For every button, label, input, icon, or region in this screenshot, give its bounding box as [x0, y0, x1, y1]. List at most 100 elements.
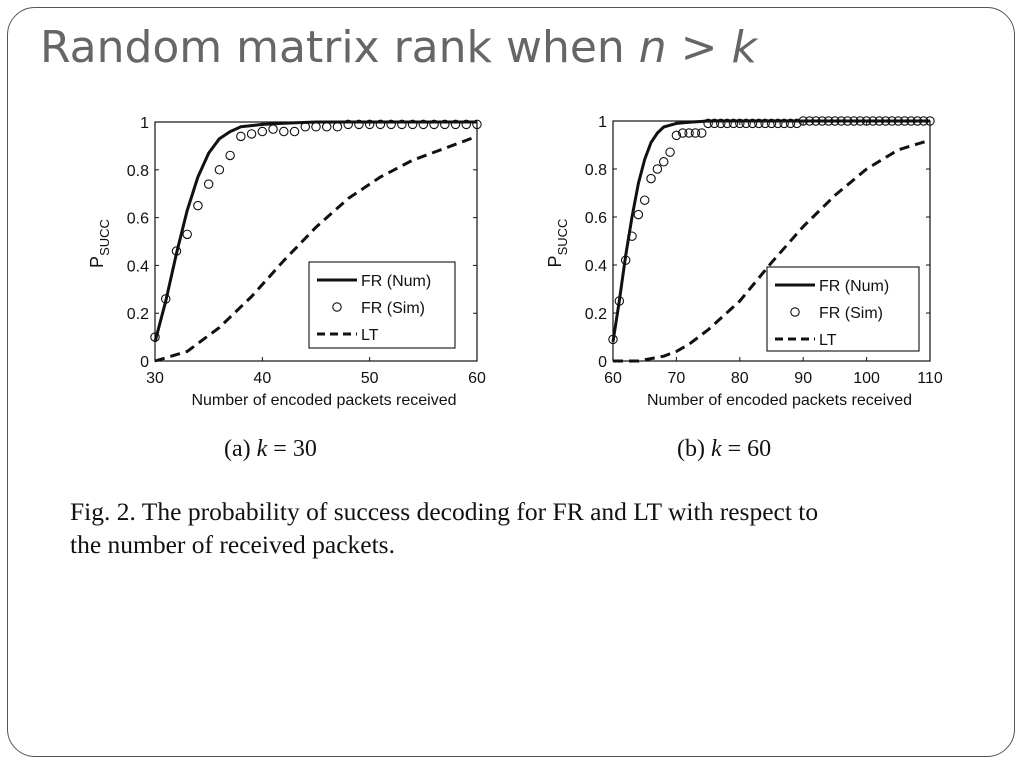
slide-title: Random matrix rank when n > k — [40, 22, 757, 73]
fr-sim-point — [874, 116, 885, 126]
fr-sim-point — [836, 116, 846, 126]
legend-entry-label: FR (Sim) — [819, 305, 883, 322]
y-axis-label: PSUCC — [87, 219, 112, 268]
x-tick-label: 60 — [468, 370, 486, 387]
x-tick-label: 90 — [794, 370, 812, 387]
y-tick-label: 0 — [140, 354, 149, 371]
x-axis-label: Number of encoded packets received — [647, 392, 912, 409]
y-tick-label: 0.6 — [127, 211, 149, 228]
fr-sim-point — [171, 246, 182, 256]
fr-sim-point — [461, 119, 472, 130]
title-gt: > — [666, 22, 732, 73]
y-tick-label: 1 — [598, 114, 607, 131]
y-axis-label-main: P — [545, 255, 565, 267]
y-axis-label-sub: SUCC — [555, 219, 570, 256]
fr-sim-point — [760, 118, 770, 129]
y-axis-label: PSUCC — [545, 219, 570, 268]
fr-sim-point — [257, 126, 268, 137]
fr-sim-point — [472, 119, 482, 130]
title-prefix: Random matrix rank when — [40, 22, 639, 73]
x-tick-label: 70 — [668, 370, 686, 387]
fr-sim-point — [779, 118, 789, 129]
legend-marker-circle — [332, 302, 342, 312]
title-n: n — [638, 22, 667, 73]
legend-entry-label: FR (Sim) — [361, 300, 425, 317]
fr-sim-point — [225, 150, 235, 161]
slide-frame — [7, 7, 1015, 757]
fr-sim-point — [375, 119, 386, 130]
fr-sim-point — [279, 126, 289, 137]
fr-sim-point — [418, 119, 429, 130]
fr-sim-point — [830, 116, 840, 126]
x-tick-label: 110 — [917, 370, 943, 387]
fr-sim-point — [633, 209, 644, 220]
fr-sim-point — [735, 118, 745, 129]
y-tick-label: 0.4 — [127, 258, 149, 275]
fr-sim-point — [811, 116, 821, 126]
fr-sim-point — [741, 118, 751, 129]
x-tick-label: 60 — [604, 370, 622, 387]
fr-sim-point — [804, 116, 815, 126]
figure-caption-line1: Fig. 2. The probability of success decod… — [70, 497, 819, 526]
lt-series-line — [613, 138, 931, 363]
legend-entry-label: FR (Num) — [819, 278, 889, 295]
fr-sim-point — [671, 130, 682, 141]
legend-entry-label: LT — [819, 332, 837, 349]
fr-sim-point — [397, 119, 407, 130]
legend-marker-circle — [790, 307, 800, 317]
legend-entry-label: LT — [361, 327, 379, 344]
fr-sim-point — [690, 128, 701, 138]
legend-entry-label: FR (Num) — [361, 273, 431, 290]
subcaption-b-rest: = 60 — [721, 436, 772, 462]
chart-1: 30 40 50 60 0 0.2 0.4 0.6 0.8 1 Number of encoded … — [87, 115, 486, 409]
fr-sim-point — [236, 131, 246, 142]
fr-sim-point — [861, 116, 872, 126]
fr-sim-point — [722, 118, 732, 129]
fr-sim-point — [842, 116, 853, 126]
subcaption-b-prefix: (b) — [677, 436, 711, 462]
subcaption-a-var: k — [256, 436, 268, 462]
y-tick-label: 0.4 — [585, 258, 607, 275]
fr-sim-point — [627, 231, 637, 241]
fr-sim-point — [300, 122, 311, 132]
y-tick-label: 0.6 — [585, 210, 607, 227]
y-tick-label: 0.2 — [585, 306, 607, 323]
fr-sim-point — [754, 118, 764, 129]
fr-sim-point — [268, 124, 278, 134]
fr-num-series-line — [611, 119, 930, 343]
fr-sim-point — [646, 173, 656, 184]
fr-sim-point — [684, 128, 694, 138]
x-tick-label: 40 — [253, 370, 271, 387]
fr-sim-point — [246, 129, 257, 139]
fr-sim-point — [620, 255, 631, 265]
legend: FR (Num) FR (Sim) LT — [308, 261, 456, 349]
fr-sim-point — [849, 116, 859, 126]
fr-sim-point — [868, 116, 878, 126]
fr-sim-point — [311, 122, 321, 132]
y-tick-label: 0.8 — [585, 162, 607, 179]
fr-sim-point — [429, 119, 439, 130]
fr-sim-point — [639, 195, 650, 205]
subcaption-b: (b) k = 60 — [677, 436, 771, 463]
fr-sim-point — [709, 118, 720, 129]
fr-sim-point — [440, 119, 450, 130]
fr-sim-point — [887, 116, 897, 126]
x-tick-label: 80 — [731, 370, 749, 387]
fr-sim-point — [182, 229, 192, 240]
title-k: k — [731, 22, 758, 73]
chart-2: 60 70 80 90 100 110 0 0.2 0.4 0.6 0.8 1 Number of en… — [545, 114, 943, 409]
fr-sim-point — [354, 119, 364, 130]
x-tick-label: 50 — [361, 370, 379, 387]
fr-sim-point — [343, 119, 353, 130]
fr-sim-point — [918, 116, 929, 126]
x-axis-label: Number of encoded packets received — [191, 392, 456, 409]
x-tick-label: 100 — [853, 370, 880, 387]
fr-sim-point — [289, 126, 300, 137]
fr-sim-point — [214, 165, 225, 175]
fr-sim-point — [728, 118, 739, 129]
fr-sim-point — [614, 296, 625, 306]
subcaption-a-prefix: (a) — [224, 436, 257, 462]
subcaption-a-rest: = 30 — [267, 436, 317, 462]
y-tick-label: 0.2 — [127, 306, 149, 323]
